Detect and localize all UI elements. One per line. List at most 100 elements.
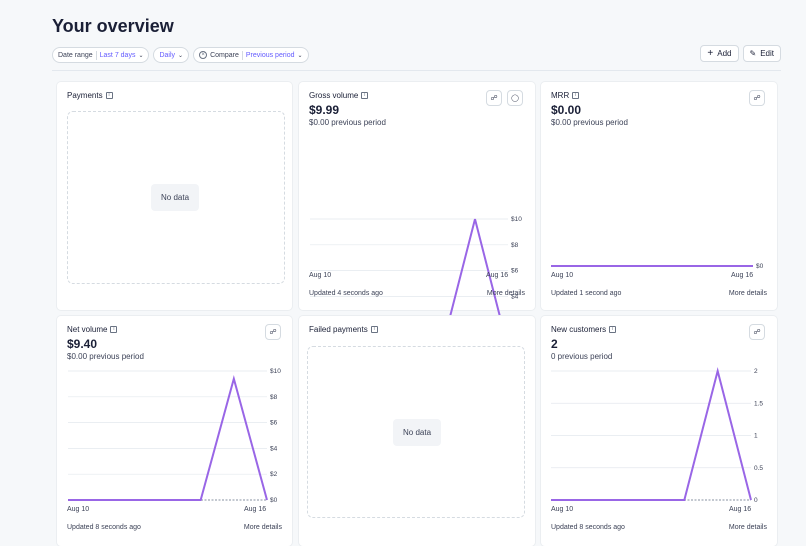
net-volume-title: Net volume — [67, 325, 108, 334]
header-actions: + Add ✎ Edit — [700, 45, 781, 62]
previous-period-value: 0 previous period — [551, 352, 613, 361]
share-button[interactable]: ☍ — [749, 324, 765, 340]
share-button[interactable]: ☍ — [486, 90, 502, 106]
info-icon[interactable]: i — [361, 92, 369, 99]
info-icon[interactable]: i — [370, 326, 378, 333]
more-details-link[interactable]: More details — [728, 524, 767, 531]
plus-icon: + — [707, 48, 714, 59]
x-axis-end-label: Aug 16 — [244, 506, 267, 513]
interval-value: Daily — [159, 51, 176, 59]
y-tick-label: 0.5 — [754, 465, 763, 472]
add-button-label: Add — [717, 49, 732, 58]
compare-label: Compare — [210, 51, 239, 59]
mrr-card: MRR i $0.00 $0.00 previous period ☍ $0 A… — [541, 82, 777, 310]
x-axis-end-label: Aug 16 — [486, 272, 509, 279]
y-tick-label: 2 — [754, 368, 758, 375]
y-tick-label: $6 — [270, 420, 278, 427]
divider — [241, 50, 243, 60]
chevron-down-icon: ⌄ — [178, 52, 184, 59]
card-title: Gross volume i — [309, 91, 369, 100]
info-icon[interactable]: i — [105, 92, 113, 99]
compare-filter[interactable]: × Compare Previous period ⌄ — [193, 47, 309, 63]
more-details-link[interactable]: More details — [486, 290, 525, 297]
payments-card: Payments i No data — [57, 82, 292, 310]
edit-button[interactable]: ✎ Edit — [742, 45, 781, 62]
net-volume-card: Net volume i $9.40 $0.00 previous period… — [57, 316, 292, 546]
share-icon: ☍ — [753, 329, 761, 336]
x-axis-start-label: Aug 10 — [551, 506, 574, 513]
y-tick-label: $4 — [511, 293, 519, 300]
edit-button-label: Edit — [760, 49, 774, 58]
empty-chart-area — [67, 111, 285, 284]
page-title: Your overview — [52, 16, 174, 36]
updated-text: Updated 8 seconds ago — [551, 524, 625, 531]
binoculars-icon: ◯ — [511, 95, 519, 102]
share-button[interactable]: ☍ — [265, 324, 281, 340]
x-axis-end-label: Aug 16 — [729, 506, 752, 513]
header-divider — [52, 70, 781, 71]
chevron-down-icon: ⌄ — [138, 52, 144, 59]
y-tick-label: $10 — [511, 216, 522, 223]
share-icon: ☍ — [490, 95, 498, 102]
mrr-value: $0.00 — [551, 103, 582, 117]
gross-volume-title: Gross volume — [309, 91, 359, 100]
date-range-label: Date range — [58, 51, 93, 59]
date-range-filter[interactable]: Date range Last 7 days ⌄ — [52, 47, 150, 63]
y-tick-label: $4 — [270, 445, 278, 452]
y-tick-label: $0 — [270, 497, 278, 504]
card-title: Net volume i — [67, 325, 118, 334]
x-axis-end-label: Aug 16 — [731, 272, 754, 279]
remove-compare-icon[interactable]: × — [199, 51, 208, 59]
y-tick-label: $0 — [756, 263, 764, 270]
more-details-link[interactable]: More details — [728, 290, 767, 297]
compare-value: Previous period — [245, 51, 295, 59]
info-icon[interactable]: i — [609, 326, 617, 333]
interval-filter[interactable]: Daily ⌄ — [153, 47, 190, 63]
no-data-label: No data — [393, 419, 442, 446]
info-icon[interactable]: i — [572, 92, 580, 99]
date-range-value: Last 7 days — [99, 51, 136, 59]
chevron-down-icon: ⌄ — [297, 52, 303, 59]
series-line — [551, 367, 752, 501]
previous-period-value: $0.00 previous period — [67, 352, 144, 361]
card-footer: Updated 8 seconds ago More details — [67, 524, 282, 531]
share-button[interactable]: ☍ — [749, 90, 765, 106]
new-customers-card: New customers i 2 0 previous period ☍ 0 0… — [541, 316, 777, 546]
no-data-label: No data — [151, 184, 200, 211]
new-customers-value: 2 — [551, 337, 558, 351]
divider — [95, 50, 97, 60]
card-title: New customers i — [551, 325, 617, 334]
previous-period-value: $0.00 previous period — [551, 118, 628, 127]
more-details-link[interactable]: More details — [243, 524, 282, 531]
failed-payments-title: Failed payments — [309, 325, 368, 334]
updated-text: Updated 4 seconds ago — [309, 290, 383, 297]
net-volume-chart: $0 $2 $4 $6 $8 $10 — [68, 368, 281, 504]
card-footer: Updated 4 seconds ago More details — [309, 290, 525, 297]
add-button[interactable]: + Add — [700, 45, 739, 62]
gross-volume-value: $9.99 — [309, 103, 340, 117]
series-line — [68, 374, 268, 501]
card-title: Failed payments i — [309, 325, 378, 334]
info-icon[interactable]: i — [110, 326, 118, 333]
y-tick-label: 0 — [754, 497, 758, 504]
failed-payments-card: Failed payments i No data — [299, 316, 535, 546]
share-icon: ☍ — [753, 95, 761, 102]
card-title: MRR i — [551, 91, 580, 100]
empty-chart-area — [307, 346, 525, 518]
mrr-title: MRR — [551, 91, 570, 100]
previous-period-value: $0.00 previous period — [309, 118, 386, 127]
explore-button[interactable]: ◯ — [507, 90, 523, 106]
payments-title: Payments — [67, 91, 103, 100]
mrr-chart: $0 — [551, 263, 764, 270]
updated-text: Updated 8 seconds ago — [67, 524, 141, 531]
card-title: Payments i — [67, 91, 113, 100]
y-tick-label: $10 — [270, 368, 281, 375]
pencil-icon: ✎ — [749, 49, 757, 58]
y-tick-label: $8 — [511, 242, 519, 249]
y-tick-label: 1.5 — [754, 400, 763, 407]
x-axis-start-label: Aug 10 — [309, 272, 332, 279]
share-icon: ☍ — [269, 329, 277, 336]
net-volume-value: $9.40 — [67, 337, 98, 351]
new-customers-title: New customers — [551, 325, 607, 334]
